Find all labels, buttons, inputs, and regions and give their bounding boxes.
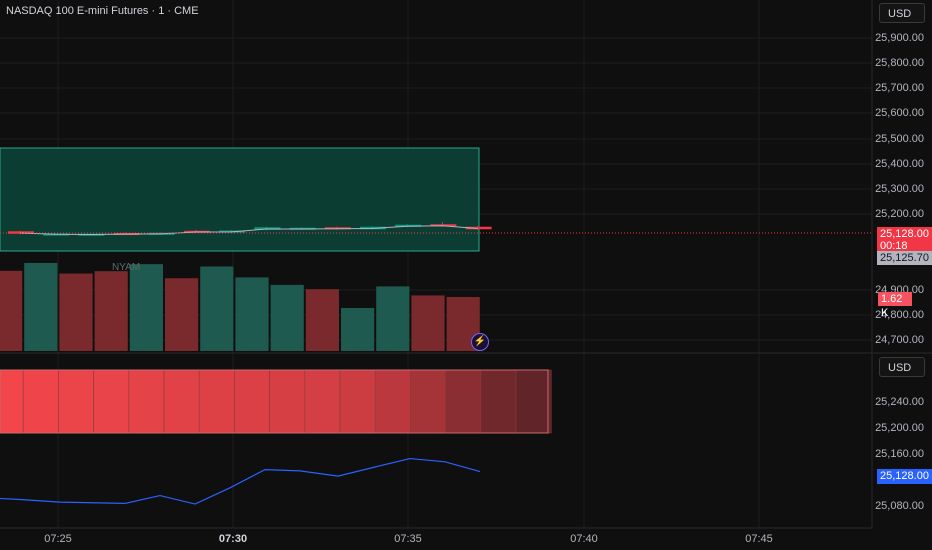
volume-bar: [24, 262, 58, 351]
volume-bar: [235, 277, 269, 351]
last-price-tag: 25,128.00 00:18: [877, 227, 932, 252]
price-tick-bottom: 25,160.00: [875, 448, 924, 460]
volume-bar: [0, 270, 23, 351]
price-tick: 25,700.00: [875, 82, 924, 94]
time-tick: 07:40: [570, 533, 598, 545]
heatmap-frame: [0, 369, 549, 434]
price-tick-bottom: 25,080.00: [875, 500, 924, 512]
moving-average-line: [19, 225, 478, 236]
heatmap-cell: [445, 369, 482, 434]
heatmap-cell: [410, 369, 446, 434]
price-tick: 25,500.00: [875, 133, 924, 145]
indicator-label: NYAM: [112, 262, 141, 273]
candle-body: [254, 227, 281, 230]
currency-button-top[interactable]: USD: [879, 3, 925, 23]
price-tick: 25,900.00: [875, 32, 924, 44]
price-tick: 25,400.00: [875, 158, 924, 170]
symbol-title[interactable]: NASDAQ 100 E-mini Futures · 1 · CME: [6, 5, 199, 17]
volume-bar: [165, 278, 199, 351]
price-tick: 25,300.00: [875, 183, 924, 195]
heatmap-cell: [0, 369, 24, 434]
price-tick: 25,200.00: [875, 208, 924, 220]
price-tick-bottom: 25,200.00: [875, 422, 924, 434]
lightning-icon[interactable]: ⚡: [471, 333, 489, 351]
heatmap-cell: [93, 369, 130, 434]
time-tick: 07:45: [745, 533, 773, 545]
time-tick: 07:35: [394, 533, 422, 545]
line-value-tag: 25,128.00: [877, 469, 932, 484]
volume-bar: [94, 271, 128, 351]
heatmap-cell: [163, 369, 200, 434]
line-series: [0, 457, 481, 505]
price-tick: 25,600.00: [875, 107, 924, 119]
currency-button-bottom[interactable]: USD: [879, 357, 925, 377]
volume-bar: [305, 289, 339, 351]
price-tick: 25,800.00: [875, 57, 924, 69]
candle-body: [465, 226, 492, 230]
price-tick-bottom: 25,240.00: [875, 396, 924, 408]
volume-bar: [270, 284, 304, 351]
heatmap-cell: [198, 369, 235, 434]
bar-countdown: 00:18: [880, 240, 908, 252]
price-tick: 24,800.00: [875, 309, 924, 321]
ma-value-tag: 25,125.70: [877, 251, 932, 265]
volume-bar: [376, 286, 410, 351]
heatmap-cell: [269, 369, 306, 434]
heatmap-cell: [339, 369, 376, 434]
heatmap-cell: [58, 369, 94, 434]
heatmap-cell: [480, 369, 517, 434]
heatmap-cell: [128, 369, 165, 434]
heatmap-cell: [304, 369, 341, 434]
heatmap-cell: [234, 369, 270, 434]
volume-tag: 1.62 K: [878, 292, 912, 319]
time-tick: 07:25: [44, 533, 72, 545]
time-tick: 07:30: [218, 533, 248, 545]
volume-bar: [200, 266, 234, 351]
heatmap-cell: [22, 369, 59, 434]
heatmap-cell: [374, 369, 411, 434]
last-price-value: 25,128.00: [880, 228, 929, 240]
price-tick: 24,700.00: [875, 334, 924, 346]
volume-bar: [59, 273, 93, 351]
range-box: [0, 147, 480, 252]
volume-bar: [411, 295, 445, 351]
heatmap-cell: [515, 369, 552, 434]
candle-body: [430, 224, 457, 227]
volume-bar: [129, 264, 163, 351]
volume-bar: [341, 307, 375, 351]
